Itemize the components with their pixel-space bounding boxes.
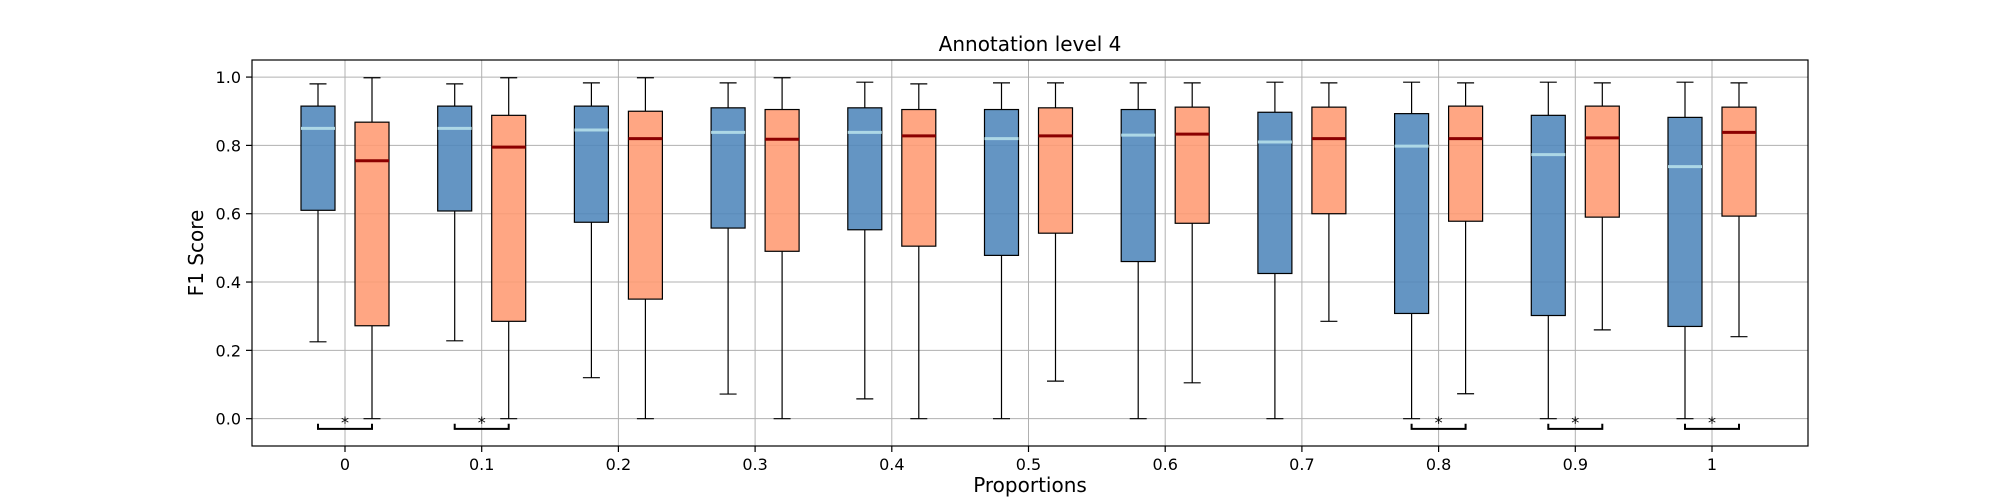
- iqr-box: [627, 110, 664, 300]
- iqr-box: [573, 105, 610, 223]
- iqr-box: [710, 107, 746, 229]
- y-tick-label: 0.0: [216, 410, 241, 429]
- significance-bracket: *: [317, 413, 373, 432]
- box-series-2-cat-6: [1174, 82, 1210, 384]
- box-series-1-cat-0: [300, 83, 336, 343]
- iqr-box: [1037, 107, 1074, 234]
- y-tick-label: 0.8: [216, 136, 241, 155]
- box-series-1-cat-10: [1667, 81, 1703, 420]
- iqr-box: [437, 105, 473, 212]
- iqr-box: [1174, 106, 1210, 224]
- iqr-box: [1447, 105, 1484, 222]
- box-layer: [300, 77, 1757, 420]
- iqr-box: [764, 108, 800, 252]
- iqr-box: [1257, 111, 1293, 275]
- iqr-box: [1667, 116, 1703, 328]
- significance-bracket: *: [1684, 413, 1740, 432]
- box-series-2-cat-8: [1447, 82, 1484, 395]
- chart-title: Annotation level 4: [939, 32, 1122, 56]
- box-series-1-cat-8: [1393, 81, 1430, 420]
- iqr-box: [983, 108, 1020, 256]
- iqr-box: [1721, 106, 1757, 217]
- bracket-line: [453, 423, 510, 430]
- box-series-2-cat-3: [764, 77, 800, 420]
- bracket-line: [1410, 423, 1467, 430]
- iqr-box: [1584, 105, 1620, 218]
- box-series-1-cat-6: [1120, 82, 1156, 420]
- x-tick-label: 0: [340, 455, 350, 474]
- box-series-1-cat-3: [710, 82, 746, 395]
- bracket-line: [1547, 423, 1604, 430]
- box-series-2-cat-1: [491, 77, 527, 420]
- x-tick-label: 0.6: [1152, 455, 1177, 474]
- x-tick-label: 0.3: [742, 455, 767, 474]
- y-tick-label: 0.4: [216, 273, 241, 292]
- y-axis-label: F1 Score: [184, 210, 208, 297]
- significance-layer: * * * * *: [317, 413, 1740, 432]
- box-series-1-cat-4: [847, 81, 883, 400]
- significance-star: *: [1708, 413, 1716, 432]
- plot-area-frame: [251, 59, 1809, 447]
- y-tick-label: 1.0: [216, 68, 241, 87]
- x-tick-label: 0.8: [1426, 455, 1451, 474]
- x-tick-label: 0.9: [1563, 455, 1588, 474]
- iqr-box: [1120, 108, 1156, 263]
- box-series-2-cat-9: [1584, 82, 1620, 331]
- box-series-1-cat-1: [437, 83, 473, 342]
- x-tick-label: 0.5: [1016, 455, 1041, 474]
- significance-star: *: [1571, 413, 1579, 432]
- iqr-box: [1311, 106, 1347, 215]
- iqr-box: [300, 105, 336, 211]
- box-series-2-cat-0: [354, 77, 390, 420]
- box-series-1-cat-9: [1530, 81, 1566, 420]
- box-series-2-cat-10: [1721, 82, 1757, 338]
- grid-layer: [252, 60, 1808, 446]
- box-series-2-cat-7: [1311, 82, 1347, 322]
- x-tick-label: 0.7: [1289, 455, 1314, 474]
- y-tick-label: 0.6: [216, 205, 241, 224]
- x-axis-label: Proportions: [973, 473, 1087, 497]
- box-series-1-cat-5: [983, 82, 1020, 420]
- iqr-box: [901, 108, 937, 247]
- tick-layer: 0.0 0.2 0.4 0.6 0.8 1.0 0 0.1 0.2 0.3 0.4 0.5 0.6 0.7…: [216, 68, 1718, 474]
- bracket-line: [1684, 423, 1740, 430]
- bracket-line: [317, 423, 373, 430]
- box-series-2-cat-4: [901, 83, 937, 420]
- iqr-box: [491, 114, 527, 322]
- box-series-1-cat-7: [1257, 81, 1293, 420]
- iqr-box: [1530, 114, 1566, 317]
- significance-star: *: [341, 413, 349, 432]
- box-series-2-cat-2: [627, 77, 664, 420]
- iqr-box: [354, 121, 390, 327]
- x-tick-label: 1: [1707, 455, 1717, 474]
- significance-bracket: *: [1547, 413, 1604, 432]
- significance-star: *: [1435, 413, 1443, 432]
- significance-star: *: [478, 413, 486, 432]
- significance-bracket: *: [1410, 413, 1467, 432]
- box-series-2-cat-5: [1037, 82, 1074, 382]
- iqr-box: [1393, 113, 1430, 315]
- significance-bracket: *: [453, 413, 510, 432]
- iqr-box: [847, 107, 883, 231]
- x-tick-label: 0.4: [879, 455, 904, 474]
- y-tick-label: 0.2: [216, 341, 241, 360]
- x-tick-label: 0.2: [606, 455, 631, 474]
- box-series-1-cat-2: [573, 82, 610, 379]
- x-tick-label: 0.1: [469, 455, 494, 474]
